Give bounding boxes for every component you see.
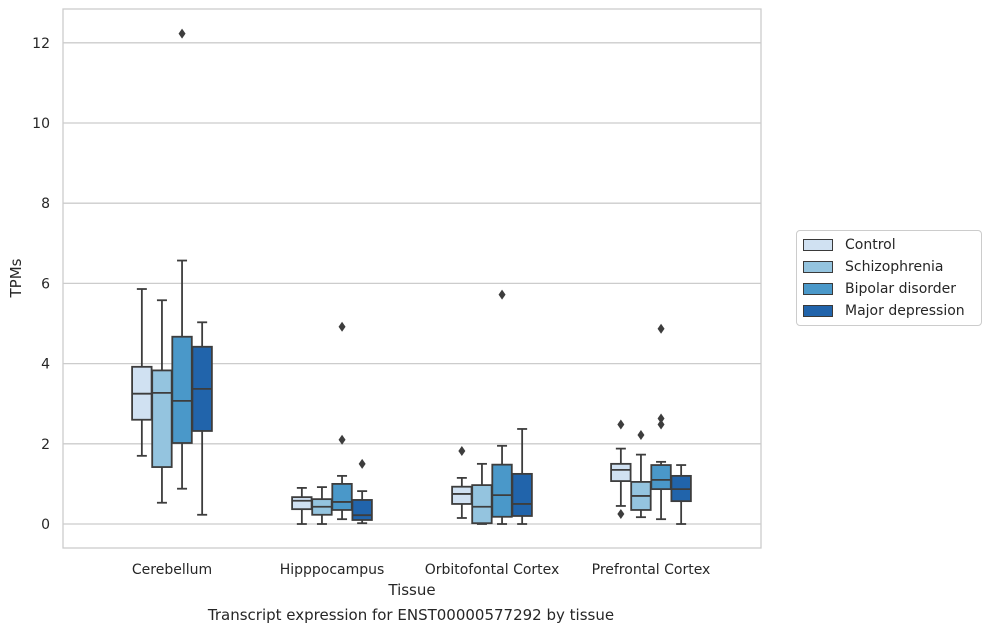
legend-swatch-bipolar-disorder [803,283,833,295]
box-body [610,462,632,482]
y-tick-label-10: 10 [32,116,50,132]
chart-caption: Transcript expression for ENST0000057729… [207,606,615,624]
box-body [511,472,533,517]
box-3-1 [630,429,652,519]
box-1-3 [351,458,373,525]
x-tick-label-3: Prefrontal Cortex [592,562,711,578]
box-body [471,484,493,525]
box-1-1 [311,486,333,525]
outlier-point [338,434,346,445]
legend-label-major-depression: Major depression [845,303,965,319]
outlier-point [358,458,366,469]
outlier-point [458,446,466,457]
y-tick-label-4: 4 [41,357,50,373]
legend-item-bipolar-disorder: Bipolar disorder [803,279,956,299]
legend-swatch-schizophrenia [803,261,833,273]
legend-item-major-depression: Major depression [803,301,965,321]
legend-item-schizophrenia: Schizophrenia [803,257,943,277]
y-tick-label-2: 2 [41,437,50,453]
outlier-point [637,429,645,440]
outlier-point [178,28,186,39]
box-0-2 [171,28,193,490]
y-axis-label: TPMs [7,258,25,298]
box-body [491,463,513,518]
boxes-layer [131,28,692,525]
box-3-0 [610,419,632,519]
outlier-point [617,508,625,519]
box-body [650,464,672,491]
legend-swatch-control [803,239,833,251]
x-tick-label-0: Cerebellum [132,562,212,578]
outlier-point [338,321,346,332]
y-tick-label-6: 6 [41,276,50,292]
y-tick-label-12: 12 [32,36,50,52]
box-0-3 [191,321,213,516]
legend-label-bipolar-disorder: Bipolar disorder [845,281,957,297]
legend-label-schizophrenia: Schizophrenia [845,259,944,275]
box-3-2 [650,323,672,521]
box-1-2 [331,321,353,521]
legend-swatch-major-depression [803,305,833,317]
x-tick-label-2: Orbitofontal Cortex [425,562,560,578]
box-body [291,496,313,511]
box-body [171,335,193,444]
box-body [351,499,373,521]
box-3-3 [670,464,692,525]
y-tick-labels: 0 2 4 6 8 10 12 [32,36,50,533]
box-0-0 [131,288,153,457]
outlier-point [617,419,625,430]
outlier-point [498,289,506,300]
x-axis-label: Tissue [387,581,435,599]
box-2-3 [511,428,533,525]
x-tick-labels: Cerebellum Hipppocampus Orbitofontal Corte… [132,562,710,578]
outlier-point [657,323,665,334]
box-2-2 [491,289,513,525]
outlier-point [657,413,665,424]
box-body [331,482,353,511]
legend-item-control: Control [803,235,896,255]
box-body [151,369,173,468]
y-tick-label-8: 8 [41,196,50,212]
box-body [451,485,473,505]
legend-label-control: Control [845,237,896,253]
outlier-point [657,419,665,430]
legend: Control Schizophrenia Bipolar disorder M… [796,230,982,326]
plot-area [62,8,762,549]
x-tick-label-1: Hipppocampus [280,562,385,578]
y-tick-label-0: 0 [41,517,50,533]
box-2-1 [471,462,493,525]
